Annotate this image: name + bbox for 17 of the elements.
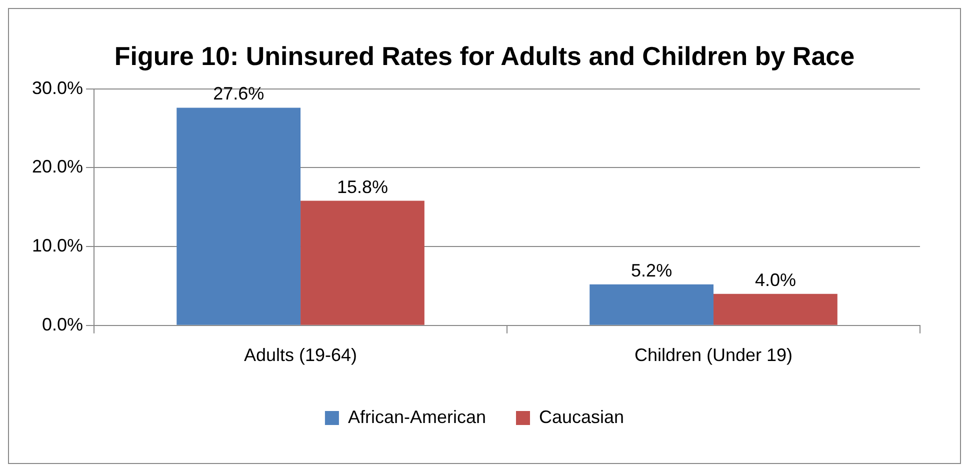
bar xyxy=(300,200,424,325)
x-tick-label: Children (Under 19) xyxy=(634,345,793,366)
x-tick-label: Adults (19-64) xyxy=(244,345,358,366)
bar xyxy=(176,108,301,325)
data-label: 15.8% xyxy=(336,176,388,197)
y-tick-label: 20.0% xyxy=(32,156,84,177)
bar xyxy=(590,284,714,325)
data-label: 5.2% xyxy=(631,260,672,280)
y-tick-label: 10.0% xyxy=(32,236,84,256)
chart-title: Figure 10: Uninsured Rates for Adults and Children by Race xyxy=(113,40,856,73)
bar xyxy=(714,294,838,325)
y-tick-label: 0.0% xyxy=(42,314,84,334)
y-tick-label: 30.0% xyxy=(32,78,84,98)
legend-label: Caucasian xyxy=(538,406,624,427)
data-label: 27.6% xyxy=(213,84,264,104)
legend-label: African-American xyxy=(348,406,486,427)
data-label: 4.0% xyxy=(754,270,796,290)
